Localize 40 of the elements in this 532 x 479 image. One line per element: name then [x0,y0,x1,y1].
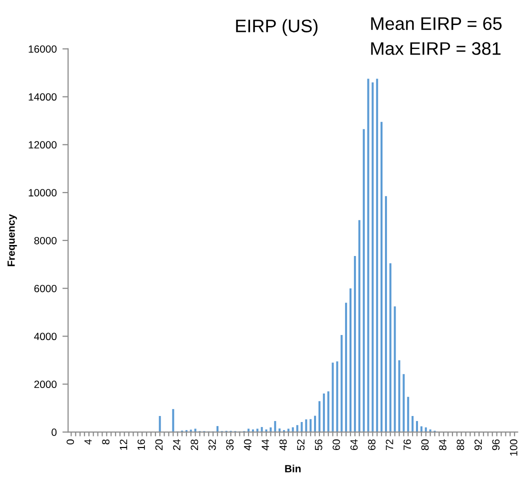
x-tick-label: 80 [421,439,429,450]
x-tick-label: 76 [404,439,411,450]
y-tick-label: 4000 [34,332,57,340]
y-tick-label: 2000 [34,380,57,388]
text: Mean EIRP = 65 [371,17,502,30]
chart-title: EIRP (US) [236,19,318,36]
x-tick-label: 0 [66,439,74,444]
x-tick-label: 40 [244,439,252,450]
x-tick-label: 72 [386,440,394,450]
x-tick-label: 56 [314,439,322,450]
x-tick-label: 48 [279,439,287,450]
x-tick-label: 52 [297,440,305,450]
x-tick-label: 12 [120,440,128,450]
x-tick-label: 88 [456,439,464,450]
x-tick-label: 16 [138,439,145,450]
x-tick-label: 32 [208,440,216,450]
annotation: Max EIRP = 381 [371,42,501,55]
x-tick-label: 64 [350,439,358,450]
y-tick-label: 6000 [34,284,57,292]
x-tick-label: 8 [102,439,110,444]
x-tick-label: 4 [84,439,92,445]
x-tick-label: 84 [439,439,446,450]
y-tick-label: 12000 [28,141,57,149]
x-tick-label: 68 [368,439,376,450]
y-tick-label: 8000 [34,236,57,244]
y-tick-label: 0 [52,428,57,436]
x-tick-label: 20 [155,439,163,450]
x-tick-label: 24 [173,439,180,450]
x-tick-label: 96 [492,439,500,450]
x-tick-label: 36 [226,439,234,450]
y-axis-title: Frequency [8,214,17,266]
x-tick-label: 60 [332,439,340,450]
y-tick-label: 14000 [28,93,57,101]
y-tick-label: 16000 [28,45,57,53]
y-tick-label: 10000 [28,189,57,196]
x-tick-label: 100 [510,439,518,456]
x-tick-label: 44 [262,439,269,450]
x-tick-label: 92 [474,440,482,450]
x-axis-title: Bin [285,464,301,472]
x-tick-label: 28 [190,439,198,450]
